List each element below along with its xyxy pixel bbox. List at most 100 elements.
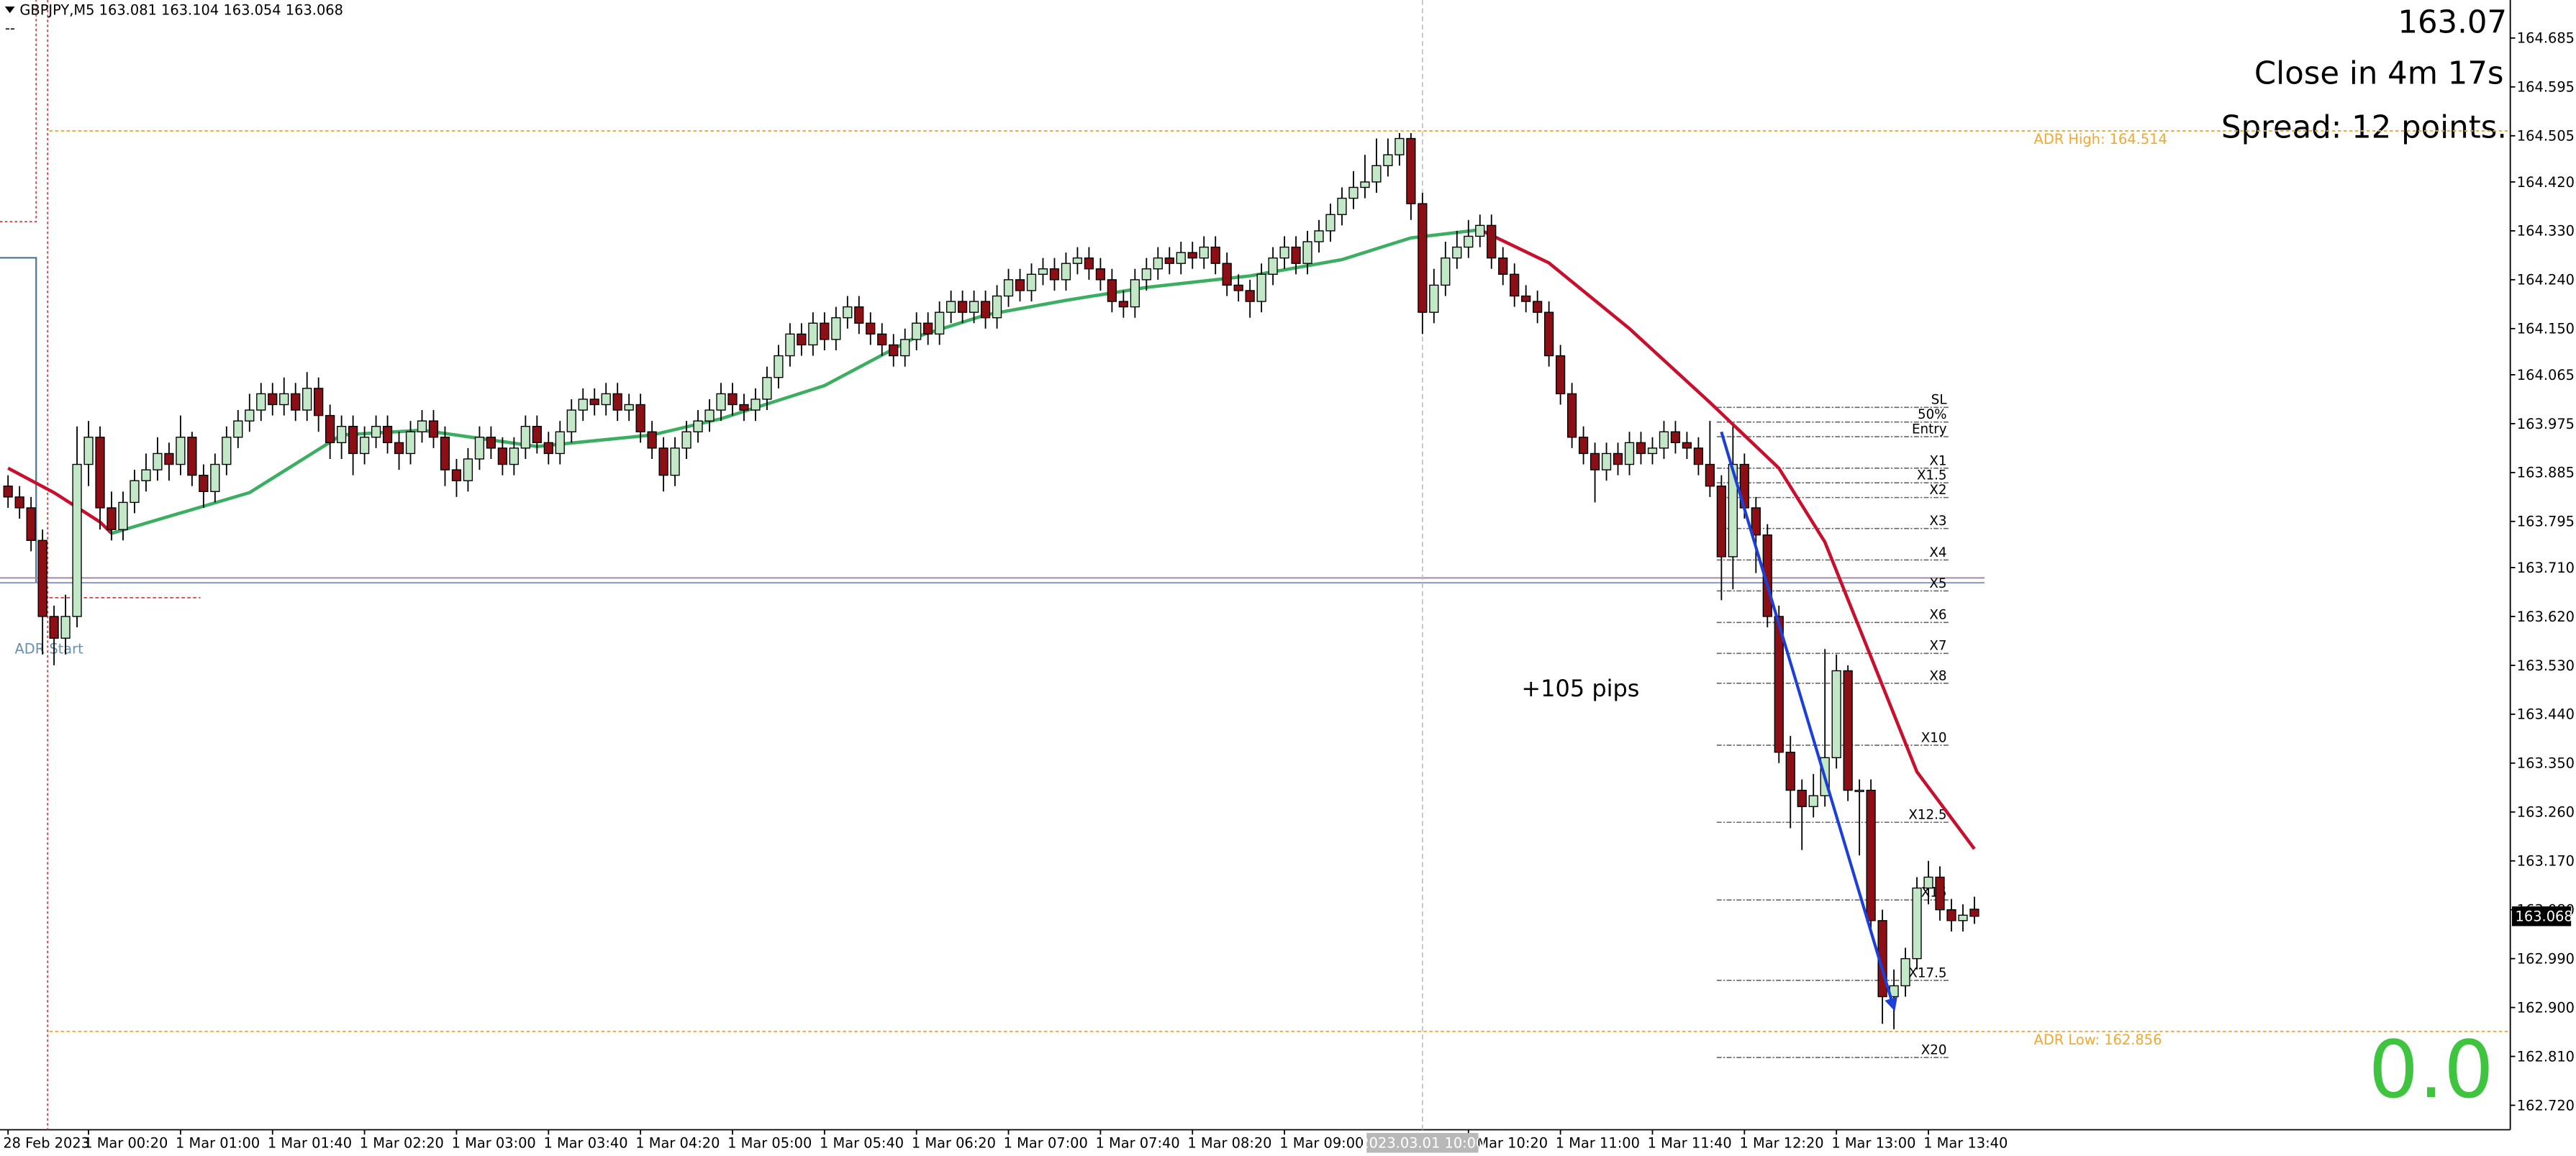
y-tick-label: 164.595 — [2517, 79, 2575, 96]
candle-body — [1325, 214, 1335, 232]
candle-body — [509, 447, 519, 465]
x-tick-label: 1 Mar 08:20 — [1187, 1135, 1271, 1152]
candle-body — [95, 437, 105, 509]
candle-body — [635, 404, 645, 432]
level-label: X5 — [1929, 576, 1946, 591]
candle-body — [750, 399, 761, 411]
candle-body — [1716, 486, 1726, 557]
candle-body — [60, 616, 71, 639]
candle-body — [394, 442, 404, 455]
candle-body — [946, 301, 956, 313]
candle-body — [153, 452, 163, 470]
candle-body — [1670, 431, 1681, 444]
candle-body — [463, 458, 473, 481]
candle-body — [1348, 186, 1359, 199]
adr-label: ADR Low: 162.856 — [2034, 1032, 2162, 1048]
candle-body — [647, 431, 657, 449]
candle-body — [1337, 197, 1347, 215]
candle-body — [1923, 876, 1933, 889]
y-tick-label: 163.975 — [2517, 416, 2575, 432]
candle-body — [935, 311, 945, 335]
candle-body — [923, 322, 933, 335]
candle-body — [1187, 252, 1197, 259]
profit: 0.0 — [2369, 1024, 2494, 1116]
candle-body — [1533, 301, 1543, 313]
candle-body — [1556, 355, 1566, 395]
candle-body — [1601, 452, 1612, 470]
candle-body — [1153, 257, 1163, 270]
candle-body — [1084, 257, 1094, 270]
candle-body — [1475, 224, 1485, 237]
candle-body — [1371, 165, 1382, 183]
candle-body — [1222, 263, 1232, 286]
candle-body — [658, 447, 668, 476]
candle-body — [1647, 447, 1658, 455]
candle-body — [474, 437, 485, 460]
candle-body — [854, 306, 864, 324]
candle-body — [843, 306, 853, 319]
x-tick-label: 1 Mar 01:00 — [176, 1135, 260, 1152]
y-tick-label: 163.885 — [2517, 465, 2575, 481]
candle-body — [1164, 257, 1174, 264]
low-value: 163.054 — [223, 2, 281, 19]
candle-body — [1049, 268, 1060, 281]
y-tick-label: 164.240 — [2517, 272, 2575, 288]
y-tick-label: 164.505 — [2517, 128, 2575, 145]
y-tick-label: 163.440 — [2517, 706, 2575, 723]
candle-body — [1935, 876, 1945, 911]
indicator-step — [0, 257, 37, 583]
candle-body — [49, 616, 59, 639]
candle-body — [83, 437, 94, 465]
candle-body — [417, 420, 427, 432]
level-label: X3 — [1929, 514, 1946, 529]
x-tick-label: 1 Mar 02:20 — [360, 1135, 444, 1152]
candle-body — [37, 540, 47, 617]
candle-body — [279, 393, 289, 406]
x-tick-label: 1 Mar 13:40 — [1923, 1135, 2008, 1152]
y-tick-label: 163.530 — [2517, 657, 2575, 674]
price-tag — [2511, 906, 2572, 927]
candle-body — [1383, 154, 1393, 166]
menu-triangle — [4, 6, 15, 14]
candle-body — [1394, 137, 1405, 155]
candle-body — [1003, 279, 1014, 297]
price-tag-label: 163.068 — [2516, 909, 2573, 925]
candle-body — [1682, 442, 1692, 449]
level-label: X12.5 — [1908, 808, 1946, 823]
candle-body — [405, 431, 416, 455]
x-tick-label: 1 Mar 06:20 — [912, 1135, 996, 1152]
x-tick-label: 1 Mar 07:00 — [1004, 1135, 1088, 1152]
candle-body — [118, 501, 128, 530]
candle-body — [1072, 257, 1083, 264]
candle-body — [14, 496, 24, 509]
x-tick-label: 1 Mar 01:40 — [268, 1135, 352, 1152]
candle-body — [1302, 241, 1312, 264]
candle-body — [1900, 957, 1910, 987]
y-tick-label: 164.420 — [2517, 174, 2575, 191]
candle-body — [130, 480, 140, 504]
high-value: 163.104 — [161, 2, 219, 19]
candle-body — [1245, 290, 1255, 302]
candle-body — [1589, 452, 1600, 470]
candle-body — [992, 295, 1002, 319]
candle-body — [1946, 909, 1956, 921]
candle-body — [291, 393, 301, 411]
level-label: X8 — [1929, 668, 1946, 683]
candle-body — [1360, 181, 1370, 188]
y-tick-label: 163.710 — [2517, 560, 2575, 576]
symbol: GBPJPY,M5 — [19, 2, 94, 19]
candle-body — [1774, 616, 1784, 753]
candle-body — [1785, 752, 1795, 791]
header-sub: -- — [5, 20, 15, 37]
x-tick-label: 1 Mar 03:40 — [543, 1135, 627, 1152]
candle-body — [233, 420, 243, 438]
candle-body — [1498, 257, 1508, 275]
level-label: X1 — [1929, 453, 1946, 468]
candle-body — [1176, 252, 1186, 264]
candle-body — [1969, 909, 1979, 917]
y-tick-label: 164.330 — [2517, 223, 2575, 240]
candle-body — [681, 431, 691, 449]
x-tick-label: 1 Mar 11:00 — [1556, 1135, 1640, 1152]
candle-body — [1452, 246, 1462, 259]
